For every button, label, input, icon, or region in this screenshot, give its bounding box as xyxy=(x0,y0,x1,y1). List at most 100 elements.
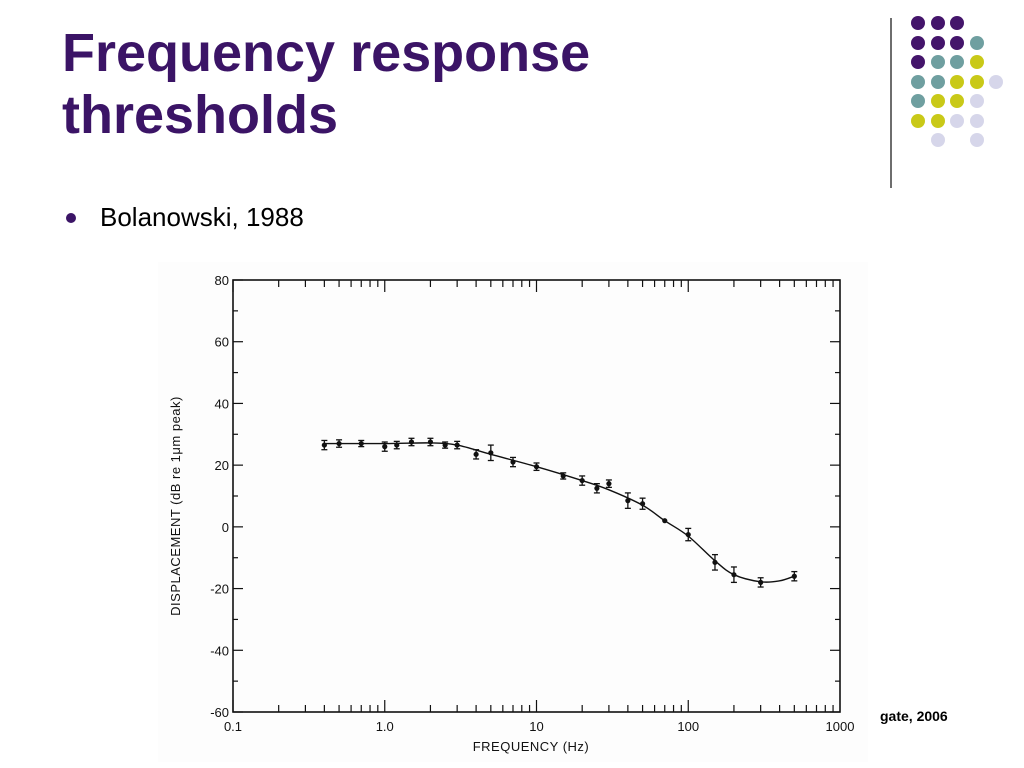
data-point xyxy=(408,437,415,447)
x-tick-label: 100 xyxy=(677,719,699,734)
decorative-dot-purple xyxy=(950,35,964,50)
bullet-text: Bolanowski, 1988 xyxy=(100,202,304,232)
point-marker xyxy=(442,442,448,448)
decorative-dot-purple xyxy=(930,16,945,30)
y-axis-label: DISPLACEMENT (dB re 1μm peak) xyxy=(168,396,183,616)
bullet-item: Bolanowski, 1988 xyxy=(62,200,304,234)
data-point xyxy=(533,462,540,472)
decorative-dot-lavender xyxy=(969,113,984,128)
decorative-dot-purple xyxy=(911,35,925,50)
data-point xyxy=(605,479,612,489)
point-marker xyxy=(533,464,540,470)
point-marker xyxy=(594,485,600,491)
x-tick-label: 1.0 xyxy=(376,719,394,734)
point-marker xyxy=(560,473,566,479)
plot-frame xyxy=(232,279,841,713)
decorative-dot-purple xyxy=(930,35,945,50)
decorative-dot-teal xyxy=(911,74,925,89)
decorative-dot-grid xyxy=(0,0,1024,200)
data-point xyxy=(711,553,718,571)
point-marker xyxy=(712,559,718,565)
data-point xyxy=(757,577,764,588)
decorative-dot-lavender xyxy=(950,113,964,128)
x-tick-label: 0.1 xyxy=(224,719,242,734)
data-point xyxy=(487,444,494,462)
data-point xyxy=(639,497,646,510)
y-tick-label: -40 xyxy=(210,643,229,658)
data-point xyxy=(509,456,516,468)
point-marker xyxy=(758,579,764,585)
point-marker xyxy=(685,531,691,538)
y-tick-label: 0 xyxy=(222,520,229,535)
bullet-list: Bolanowski, 1988 xyxy=(62,200,304,234)
x-tick-label: 1000 xyxy=(826,719,855,734)
chart-figure: 0.1 1.0 10 100 1000 80 60 40 20 0 -20 -40 -60 FREQUE… xyxy=(158,262,868,762)
decorative-dot-yellow xyxy=(969,74,984,89)
point-marker xyxy=(427,439,434,445)
decorative-dot-purple xyxy=(911,16,925,30)
y-tick-label: -20 xyxy=(210,582,229,597)
point-marker xyxy=(473,451,479,457)
point-marker xyxy=(606,481,612,487)
slide-title: Frequency response thresholds xyxy=(62,22,590,146)
point-marker xyxy=(488,450,494,456)
point-marker xyxy=(662,518,668,524)
bullet-dot-icon xyxy=(66,213,76,223)
point-marker xyxy=(510,459,516,465)
decorative-divider xyxy=(890,18,892,188)
y-tick-label: -60 xyxy=(210,705,229,720)
decorative-dot-teal xyxy=(911,94,925,108)
data-point xyxy=(685,527,692,542)
decorative-dot-yellow xyxy=(950,94,964,108)
fitted-curve xyxy=(324,442,795,583)
decorative-dot-lavender xyxy=(930,133,945,147)
point-marker xyxy=(394,442,400,448)
slide-title-line-2: thresholds xyxy=(62,85,339,145)
point-marker xyxy=(336,440,342,447)
data-point xyxy=(579,475,586,486)
point-marker xyxy=(731,572,737,578)
decorative-dot-teal xyxy=(930,55,945,69)
data-point xyxy=(593,483,600,494)
decorative-dot-teal xyxy=(950,55,964,69)
data-point xyxy=(427,437,434,447)
data-point xyxy=(321,439,328,451)
y-tick-label: 20 xyxy=(215,458,229,473)
data-point xyxy=(560,472,567,480)
point-marker xyxy=(321,442,327,448)
decorative-dot-lavender xyxy=(969,133,984,147)
point-marker xyxy=(408,439,415,445)
point-marker xyxy=(579,477,585,484)
decorative-dot-lavender xyxy=(969,94,984,108)
decorative-dot-yellow xyxy=(969,55,984,69)
x-axis-label: FREQUENCY (Hz) xyxy=(473,739,590,754)
decorative-dot-lavender xyxy=(989,74,1003,89)
frequency-response-chart: 0.1 1.0 10 100 1000 80 60 40 20 0 -20 -40 -60 FREQUE… xyxy=(168,273,855,754)
decorative-dot-yellow xyxy=(930,113,945,128)
data-point xyxy=(358,439,365,448)
point-marker xyxy=(791,573,797,579)
data-point xyxy=(473,449,480,460)
data-point xyxy=(624,492,631,509)
y-tick-label: 80 xyxy=(215,273,229,288)
data-point xyxy=(730,566,737,584)
data-point xyxy=(454,440,461,450)
data-point xyxy=(791,570,798,582)
point-marker xyxy=(639,501,646,507)
point-marker xyxy=(625,498,631,504)
y-tick-label: 40 xyxy=(215,396,229,411)
x-tick-label: 10 xyxy=(529,719,543,734)
data-point xyxy=(381,441,388,452)
decorative-dot-yellow xyxy=(911,113,925,128)
y-tick-label: 60 xyxy=(215,335,229,350)
data-point xyxy=(336,439,343,448)
decorative-dot-purple xyxy=(911,55,925,69)
decorative-dot-purple xyxy=(950,16,964,30)
decorative-dot-yellow xyxy=(930,94,945,108)
point-marker xyxy=(382,444,388,450)
decorative-dot-teal xyxy=(969,35,984,50)
slide-title-line-1: Frequency response xyxy=(62,23,591,83)
point-marker xyxy=(358,440,364,447)
data-point xyxy=(393,440,400,450)
point-marker xyxy=(454,442,460,448)
